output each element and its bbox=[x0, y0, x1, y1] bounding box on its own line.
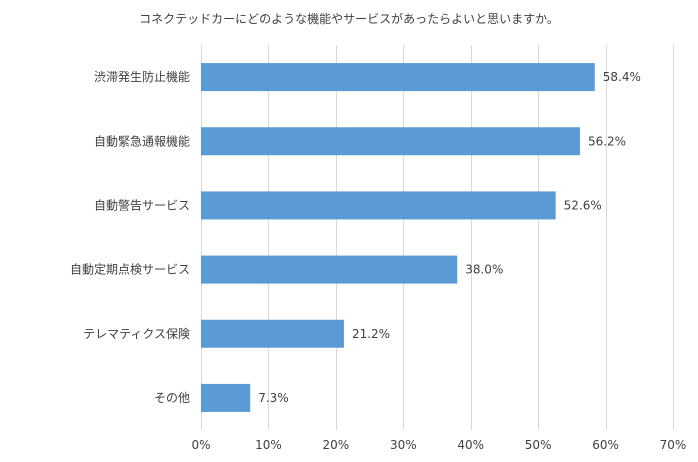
data-label: 7.3% bbox=[258, 391, 289, 405]
bar bbox=[201, 63, 595, 92]
bar bbox=[201, 383, 251, 412]
gridlines bbox=[201, 45, 674, 430]
bar bbox=[201, 127, 580, 156]
data-label: 21.2% bbox=[352, 327, 390, 341]
x-tick-label: 40% bbox=[457, 438, 484, 452]
category-label: 自動警告サービス bbox=[94, 197, 190, 212]
x-tick-label: 70% bbox=[660, 438, 687, 452]
bar bbox=[201, 191, 556, 220]
data-label: 38.0% bbox=[465, 263, 503, 277]
category-label: 渋滞発生防止機能 bbox=[94, 69, 190, 84]
x-tick-label: 10% bbox=[255, 438, 282, 452]
x-tick-labels: 0% 10% 20% 30% 40% 50% 60% 70% bbox=[191, 438, 686, 452]
data-label: 58.4% bbox=[603, 70, 641, 84]
category-label: 自動定期点検サービス bbox=[70, 262, 190, 277]
category-label: その他 bbox=[154, 391, 190, 405]
x-tick-label: 0% bbox=[191, 438, 210, 452]
x-tick-label: 50% bbox=[525, 438, 552, 452]
bar bbox=[201, 255, 458, 284]
bar bbox=[201, 319, 344, 348]
chart-title: コネクテッドカーにどのような機能やサービスがあったらよいと思いますか。 bbox=[139, 12, 559, 26]
category-label: 自動緊急通報機能 bbox=[94, 133, 190, 148]
value-labels: 58.4% 56.2% 52.6% 38.0% 21.2% 7.3% bbox=[258, 70, 641, 405]
data-label: 52.6% bbox=[564, 198, 602, 212]
bars bbox=[201, 63, 595, 412]
category-labels: 渋滞発生防止機能自動緊急通報機能自動警告サービス自動定期点検サービステレマティク… bbox=[70, 69, 190, 405]
x-tick-label: 20% bbox=[323, 438, 350, 452]
data-label: 56.2% bbox=[588, 134, 626, 148]
x-tick-label: 60% bbox=[592, 438, 619, 452]
category-label: テレマティクス保険 bbox=[83, 327, 190, 341]
x-tick-label: 30% bbox=[390, 438, 417, 452]
